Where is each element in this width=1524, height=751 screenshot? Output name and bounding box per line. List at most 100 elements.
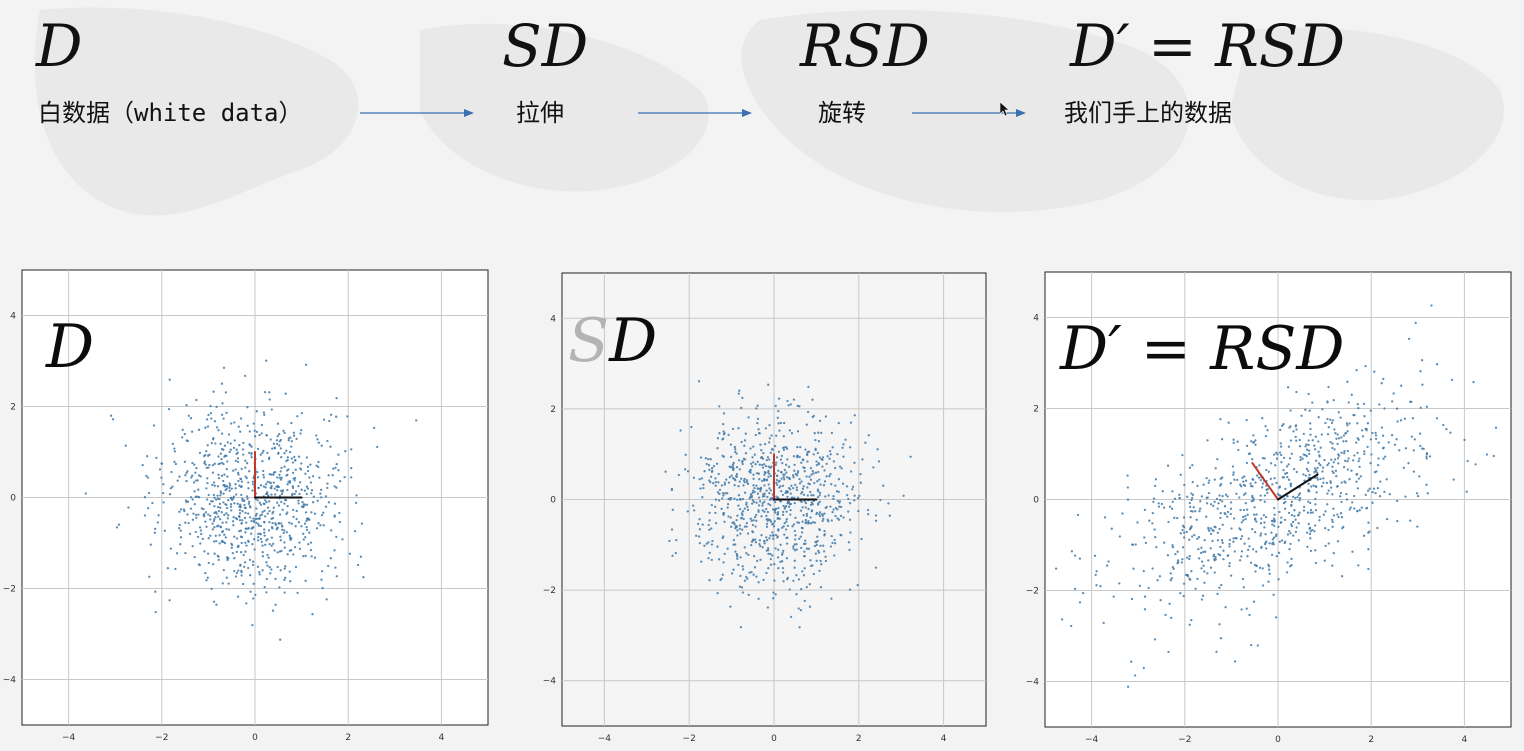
scatter-point (838, 505, 841, 508)
scatter-point (1410, 435, 1414, 438)
scatter-point (1321, 466, 1325, 469)
scatter-point (801, 570, 804, 573)
scatter-point (295, 517, 298, 521)
scatter-point (824, 559, 828, 563)
scatter-point (242, 441, 245, 445)
scatter-point (664, 470, 667, 473)
scatter-point (1331, 465, 1334, 468)
scatter-point (1194, 587, 1197, 590)
scatter-point (220, 457, 223, 461)
scatter-point (326, 439, 329, 443)
scatter-point (752, 445, 755, 448)
scatter-point (206, 444, 209, 447)
scatter-point (1286, 475, 1289, 479)
scatter-point (808, 583, 811, 586)
scatter-point (1252, 434, 1255, 437)
scatter-point (259, 484, 263, 487)
scatter-point (768, 487, 771, 490)
scatter-point (727, 433, 730, 437)
scatter-point (231, 551, 234, 555)
scatter-point (1236, 440, 1239, 443)
scatter-point (846, 494, 849, 497)
scatter-point (1191, 510, 1194, 513)
scatter-point (758, 478, 761, 481)
scatter-point (222, 366, 226, 369)
scatter-point (214, 516, 217, 519)
scatter-point (213, 505, 216, 508)
scatter-point (258, 570, 261, 574)
scatter-point (1277, 551, 1281, 555)
scatter-point (813, 432, 816, 435)
scatter-point (1285, 571, 1289, 574)
scatter-point (1176, 559, 1180, 562)
scatter-point (762, 578, 765, 582)
scatter-point (1276, 492, 1280, 496)
scatter-point (753, 453, 756, 456)
scatter-point (205, 498, 209, 501)
scatter-point (705, 462, 708, 466)
scatter-point (670, 488, 674, 492)
scatter-point (206, 552, 210, 555)
scatter-point (195, 466, 198, 470)
y-tick-label: 2 (550, 405, 556, 415)
scatter-point (765, 539, 769, 542)
scatter-point (769, 498, 772, 502)
scatter-point (205, 449, 208, 453)
scatter-point (1298, 511, 1301, 514)
scatter-point (1279, 521, 1282, 524)
scatter-point (710, 503, 713, 507)
scatter-point (207, 513, 210, 516)
scatter-point (1176, 562, 1179, 565)
scatter-point (782, 549, 785, 553)
scatter-point (793, 496, 796, 499)
scatter-point (237, 479, 240, 483)
scatter-point (785, 471, 788, 474)
scatter-point (1169, 579, 1172, 582)
scatter-point (823, 529, 826, 533)
scatter-point (84, 492, 87, 495)
scatter-point (1203, 581, 1206, 584)
scatter-point (734, 448, 737, 451)
scatter-point (1176, 516, 1179, 520)
scatter-point (733, 497, 736, 500)
scatter-point (264, 543, 267, 546)
scatter-point (257, 536, 260, 539)
scatter-point (776, 517, 779, 520)
scatter-point (270, 487, 273, 490)
scatter-point (1339, 512, 1343, 515)
scatter-point (744, 452, 748, 455)
scatter-point (1494, 426, 1498, 429)
scatter-point (1265, 468, 1268, 472)
scatter-point (256, 565, 260, 568)
scatter-point (1295, 439, 1298, 442)
scatter-point (242, 499, 245, 503)
scatter-point (841, 446, 844, 449)
scatter-point (741, 565, 744, 568)
scatter-point (1309, 530, 1312, 533)
scatter-point (1176, 550, 1179, 553)
scatter-point (769, 552, 772, 556)
scatter-point (786, 524, 789, 528)
scatter-point (222, 568, 225, 572)
scatter-point (1219, 484, 1222, 487)
scatter-point (800, 587, 803, 591)
scatter-point (290, 493, 294, 497)
scatter-point (751, 456, 754, 459)
scatter-point (758, 500, 762, 503)
scatter-point (264, 515, 267, 518)
scatter-point (738, 480, 741, 483)
scatter-point (194, 513, 198, 517)
scatter-point (1095, 570, 1098, 573)
scatter-point (1309, 537, 1312, 540)
scatter-point (1277, 525, 1280, 529)
scatter-point (1267, 565, 1271, 568)
scatter-point (845, 485, 849, 488)
scatter-point (1351, 550, 1354, 553)
scatter-point (775, 481, 778, 484)
scatter-point (1229, 574, 1233, 577)
scatter-point (1337, 462, 1340, 465)
scatter-point (1118, 582, 1121, 585)
scatter-point (205, 525, 208, 528)
scatter-point (305, 492, 308, 496)
scatter-point (304, 511, 308, 514)
